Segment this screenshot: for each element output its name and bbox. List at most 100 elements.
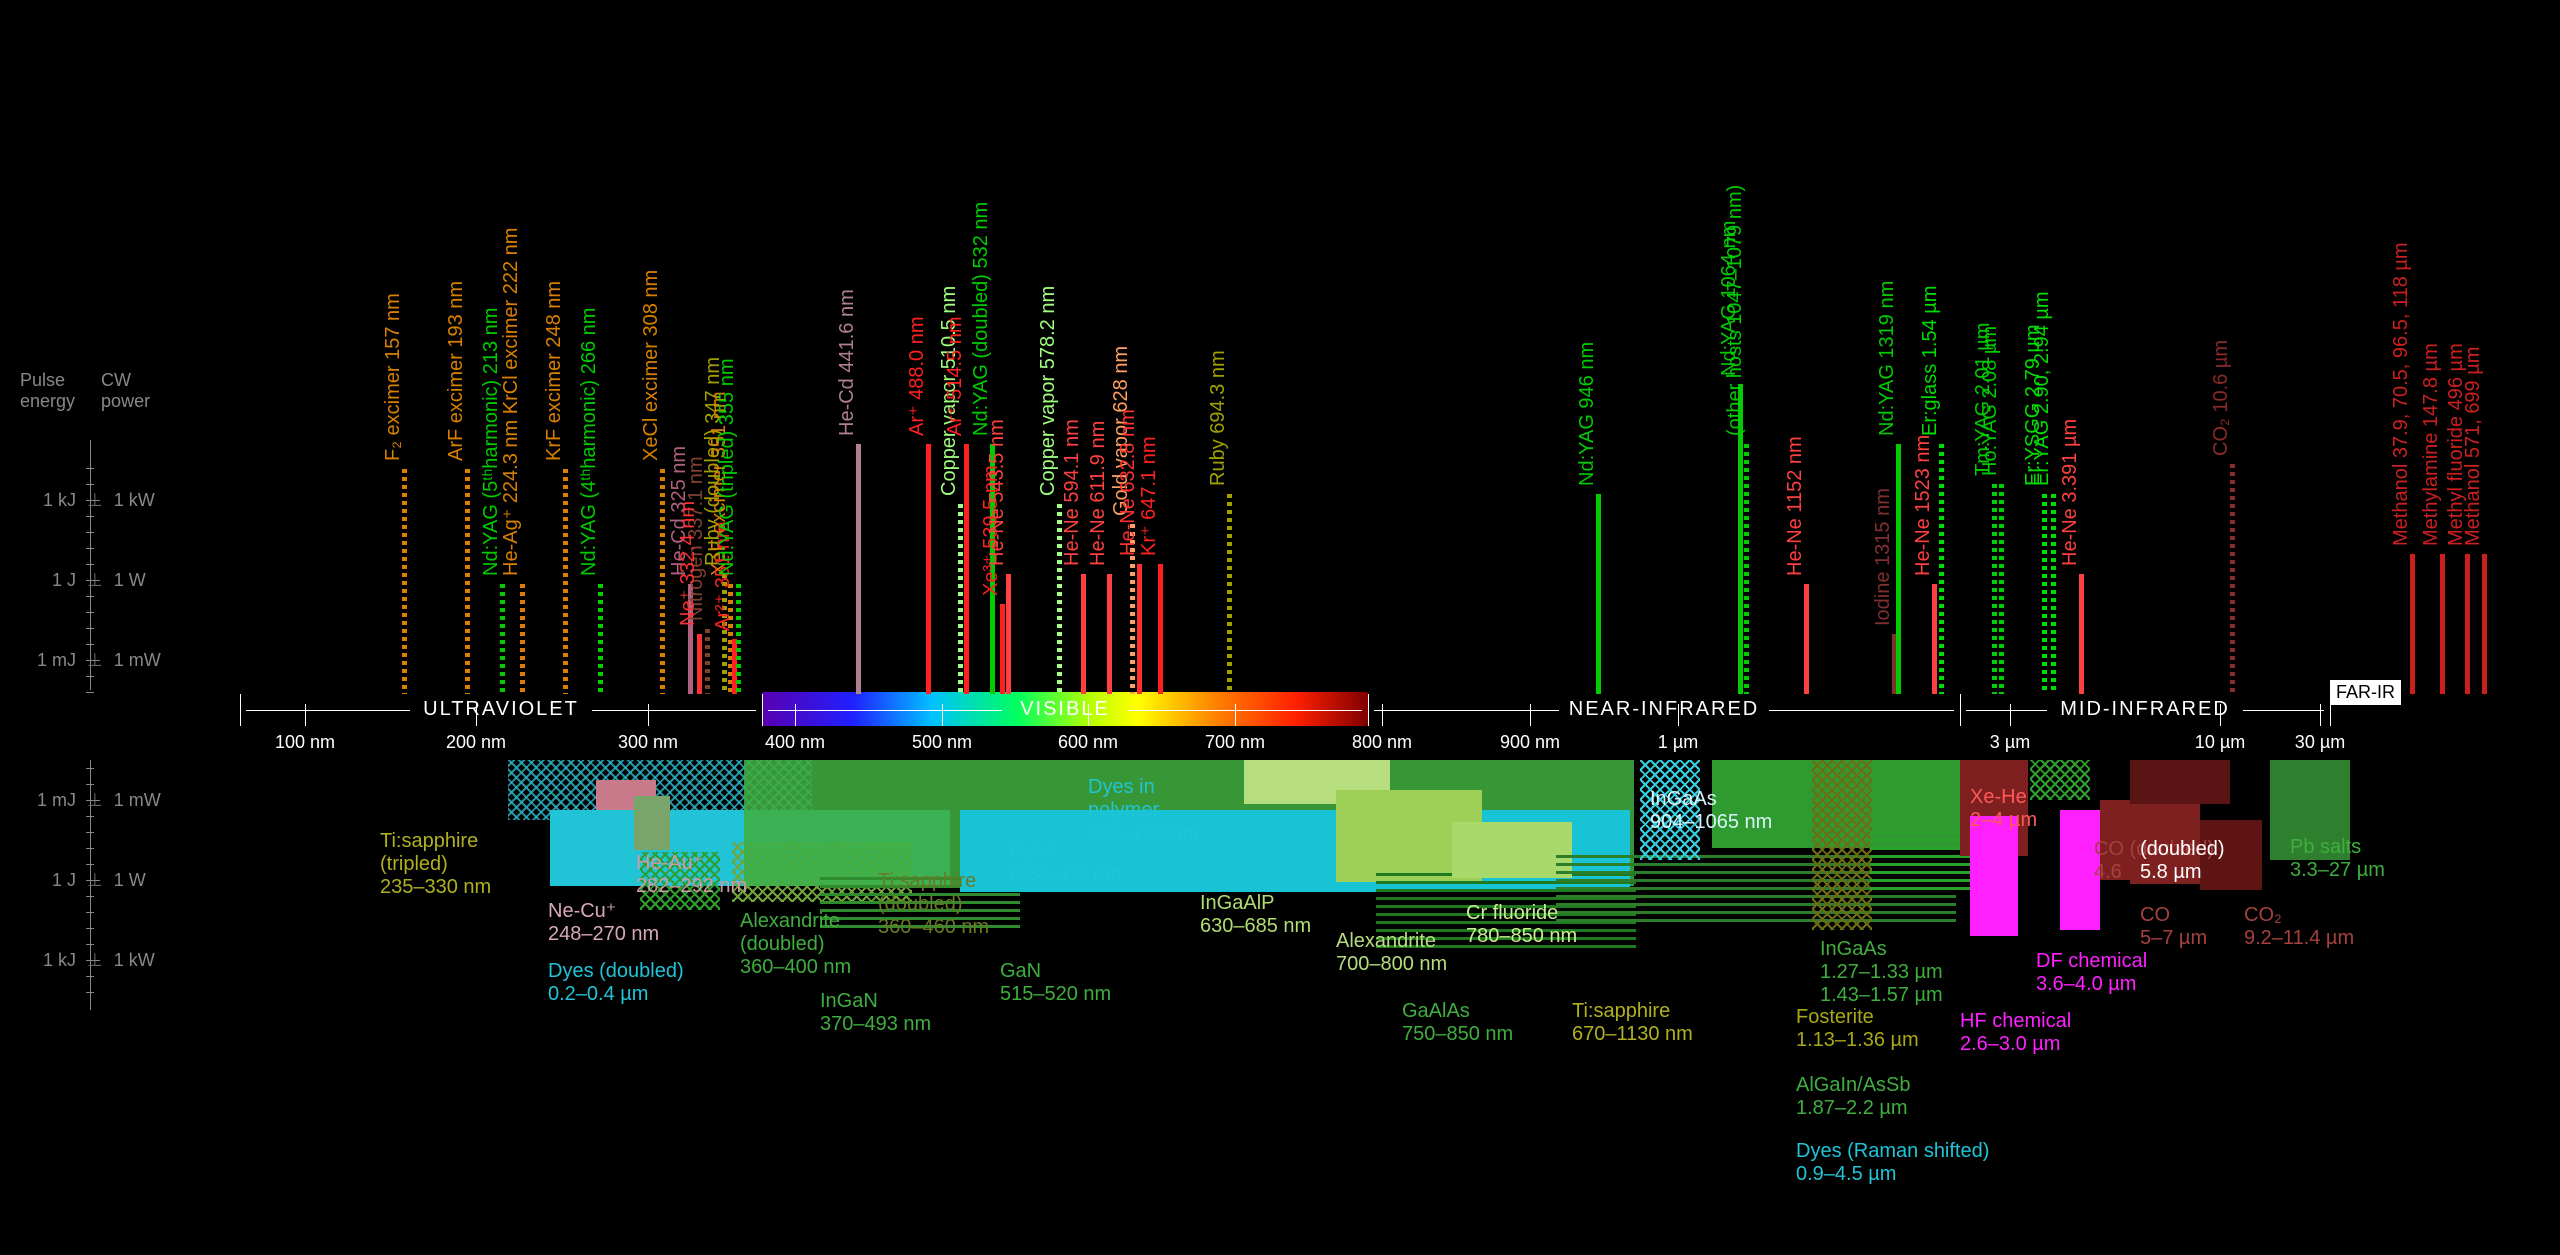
xtick-label: 10 µm: [2195, 732, 2245, 753]
block-label: Pb salts3.3–27 µm: [2290, 836, 2385, 882]
laser-line: Methanol 37.9, 70.5, 96.5, 118 µm: [2410, 554, 2415, 694]
laser-line: KrF excimer 248 nm: [563, 469, 568, 694]
tunable-block: [634, 796, 670, 850]
laser-line: Ne⁺ 332.4 nm: [697, 634, 702, 694]
laser-line: He-Ag⁺ 224.3 nm KrCl excimer 222 nm: [520, 584, 525, 694]
far-ir-tag: FAR-IR: [2330, 680, 2401, 705]
xtick-label: 600 nm: [1058, 732, 1118, 753]
xtick-label: 200 nm: [446, 732, 506, 753]
block-label: Dyes (Raman shifted)0.9–4.5 µm: [1796, 1140, 1989, 1186]
laser-label: Iodine 1315 nm: [1872, 488, 1895, 626]
laser-line: Xe³⁺ 539.5 nm: [1000, 604, 1005, 694]
laser-line: CO₂ 10.6 µm: [2230, 464, 2235, 694]
laser-line: He-Ne 632.8 nm: [1137, 564, 1142, 694]
xaxis-band: ULTRAVIOLETVISIBLENEAR-INFRAREDMID-INFRA…: [160, 698, 2520, 754]
laser-line: Methylamine 147.8 µm: [2440, 554, 2445, 694]
laser-line: XeCl excimer 308 nm: [660, 469, 665, 694]
xtick-label: 800 nm: [1352, 732, 1412, 753]
region-visible: VISIBLE: [1020, 698, 1110, 721]
block-label: InGaAs904–1065 nm: [1650, 788, 1772, 834]
laser-line: Ruby 694.3 nm: [1227, 494, 1232, 694]
laser-line: Kr⁺ 647.1 nm: [1158, 564, 1163, 694]
laser-label: He-Ne 543.5 nm: [986, 419, 1009, 566]
block-label: CO5–7 µm: [2140, 904, 2207, 950]
laser-line: ArF excimer 193 nm: [465, 469, 470, 694]
ytick: 1 J ⊥ 1 W: [20, 570, 146, 591]
block-label: Dyes (doubled)0.2–0.4 µm: [548, 960, 684, 1006]
laser-line: Methyl fluoride 496 µm: [2465, 554, 2470, 694]
laser-label: Nd:YAG 1319 nm: [1876, 281, 1899, 436]
block-label: CO₂9.2–11.4 µm: [2244, 904, 2354, 950]
laser-label: Methylamine 147.8 µm: [2420, 343, 2443, 546]
laser-label: F₂ excimer 157 nm: [382, 293, 405, 461]
laser-label: He-Cd 441.6 nm: [836, 289, 859, 436]
xtick-label: 3 µm: [1990, 732, 2030, 753]
region-near-infrared: NEAR-INFRARED: [1569, 698, 1759, 721]
block-label: Fosterite1.13–1.36 µm: [1796, 1006, 1919, 1052]
laser-line: Tm:YAG 2.01 µm: [1992, 484, 1997, 694]
yaxis-header: Pulse energy CW power: [20, 370, 150, 412]
tunable-block: [2030, 760, 2090, 800]
laser-label: Er:YAG 2.90, 2.94 µm: [2031, 291, 2054, 486]
laser-label: Nd:YAG (doubled) 532 nm: [970, 202, 993, 436]
laser-label: Ar⁺ 488.0 nm: [904, 316, 929, 436]
block-label: He-Au⁺282–292 nm: [636, 852, 747, 898]
laser-label: XeCl excimer 308 nm: [640, 270, 663, 461]
laser-line: Nd:YAG (tripled) 355 nm: [736, 584, 741, 694]
laser-label: CO₂ 10.6 µm: [2210, 340, 2233, 456]
xtick-label: 300 nm: [618, 732, 678, 753]
block-label: GaN515–520 nm: [1000, 960, 1111, 1006]
laser-line: He-Ne 594.1 nm: [1081, 574, 1086, 694]
block-label: Ti:sapphire670–1130 nm: [1572, 1000, 1693, 1046]
laser-label: Ruby 694.3 nm: [1207, 350, 1230, 486]
block-label: Cr fluoride780–850 nm: [1466, 902, 1577, 948]
laser-line: Er:YAG 2.90, 2.94 µm: [2051, 494, 2056, 694]
block-label: (doubled)5.8 µm: [2140, 838, 2225, 884]
laser-line: F₂ excimer 157 nm: [402, 469, 407, 694]
laser-line: He-Ne 3.391 µm: [2079, 574, 2084, 694]
block-label: Alexandrite(doubled)360–400 nm: [740, 910, 851, 979]
laser-line: He-Ne 1152 nm: [1804, 584, 1809, 694]
laser-line: Copper vapor 510.5 nm: [958, 504, 963, 694]
laser-line: Nd:YAG 1319 nm: [1896, 444, 1901, 694]
laser-line: Ar⁺ 488.0 nm: [926, 444, 931, 694]
laser-label: Ne⁺ 332.4 nm: [675, 501, 700, 626]
block-label: Xe-He2–4 µm: [1970, 786, 2037, 832]
block-label: Ne-Cu⁺248–270 nm: [548, 900, 659, 946]
xtick-label: 900 nm: [1500, 732, 1560, 753]
xtick-label: 1 µm: [1658, 732, 1698, 753]
block-label: Alexandrite700–800 nm: [1336, 930, 1447, 976]
laser-line: Er:glass 1.54 µm: [1939, 444, 1944, 694]
laser-line: (other hosts 1047–1079 nm): [1744, 444, 1749, 694]
xtick-label: 30 µm: [2295, 732, 2345, 753]
laser-label: Nd:YAG 946 nm: [1576, 342, 1599, 486]
laser-wavelength-chart: Pulse energy CW power 1 kJ ⊥ 1 kW1 J ⊥ 1…: [0, 0, 2560, 1255]
xtick-label: 700 nm: [1205, 732, 1265, 753]
tunable-block: [1452, 822, 1572, 878]
laser-line: He-Ne 543.5 nm: [1006, 574, 1011, 694]
laser-label: Ho:YAG 2.08 µm: [1979, 326, 2002, 476]
tunable-block: [2130, 760, 2230, 804]
laser-label: Copper vapor 578.2 nm: [1037, 286, 1060, 496]
laser-label: He-Ne 594.1 nm: [1061, 419, 1084, 566]
tunable-block: [1970, 816, 2018, 936]
laser-label: He-Ne 1523 nm: [1912, 435, 1935, 576]
block-label: Dyes inpolymer550–700 nm: [1088, 776, 1199, 845]
laser-label: He-Ag⁺ 224.3 nm KrCl excimer 222 nm: [498, 228, 523, 576]
xtick-label: 100 nm: [275, 732, 335, 753]
laser-label: Nd:YAG (4ᵗʰharmonic) 266 nm: [578, 308, 601, 576]
laser-line: Er:YSGG 2.79 µm: [2042, 494, 2047, 694]
block-label: InGaN370–493 nm: [820, 990, 931, 1036]
block-label: HF chemical2.6–3.0 µm: [1960, 1010, 2071, 1056]
region-ultraviolet: ULTRAVIOLET: [423, 698, 579, 721]
laser-label: He-Ne 1152 nm: [1784, 436, 1807, 576]
laser-line: Ho:YAG 2.08 µm: [1999, 484, 2004, 694]
laser-label: Ar⁺ 514.5 nm: [942, 316, 967, 436]
laser-line: Ar⁺ 514.5 nm: [964, 444, 969, 694]
block-label: Ti:sapphire(doubled)360–460 nm: [878, 870, 989, 939]
laser-line: He-Ne 1523 nm: [1932, 584, 1937, 694]
laser-label: Er:glass 1.54 µm: [1919, 286, 1942, 436]
laser-line: Nd:YAG 946 nm: [1596, 494, 1601, 694]
laser-label: KrF excimer 248 nm: [543, 281, 566, 461]
xtick-label: 500 nm: [912, 732, 972, 753]
